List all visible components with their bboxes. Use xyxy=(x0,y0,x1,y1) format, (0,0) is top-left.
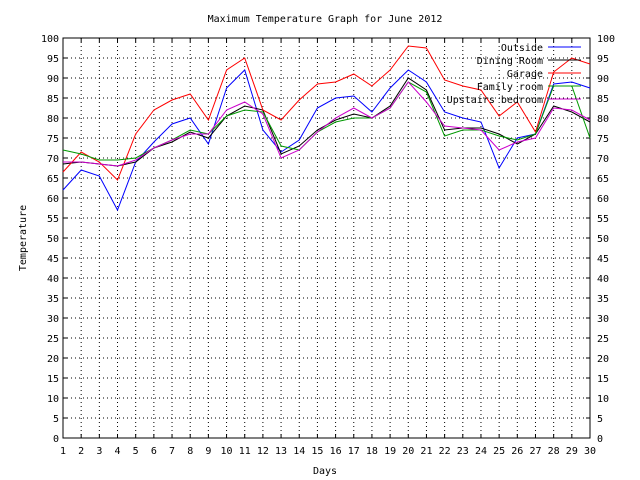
x-tick-label: 26 xyxy=(511,446,523,457)
y-tick-label-right: 40 xyxy=(597,274,609,285)
y-tick-label-left: 50 xyxy=(47,234,59,245)
y-tick-label-right: 0 xyxy=(597,434,603,445)
y-tick-label-left: 25 xyxy=(47,334,59,345)
x-tick-label: 9 xyxy=(205,446,211,457)
x-tick-label: 15 xyxy=(311,446,323,457)
y-tick-label-left: 75 xyxy=(47,134,59,145)
x-tick-label: 12 xyxy=(257,446,269,457)
series-lines xyxy=(62,45,591,212)
x-tick-label: 1 xyxy=(60,446,66,457)
y-tick-label-right: 80 xyxy=(597,114,609,125)
grid xyxy=(63,38,590,438)
y-tick-label-right: 45 xyxy=(597,254,609,265)
x-tick-label: 25 xyxy=(493,446,505,457)
y-tick-label-right: 10 xyxy=(597,394,609,405)
x-tick-label: 28 xyxy=(548,446,560,457)
y-tick-label-left: 0 xyxy=(53,434,59,445)
x-tick-label: 16 xyxy=(330,446,342,457)
y-tick-label-left: 60 xyxy=(47,194,59,205)
y-tick-label-left: 65 xyxy=(47,174,59,185)
x-tick-label: 21 xyxy=(420,446,432,457)
y-tick-label-right: 100 xyxy=(597,34,615,45)
y-tick-label-right: 50 xyxy=(597,234,609,245)
y-tick-label-left: 90 xyxy=(47,74,59,85)
y-tick-label-left: 20 xyxy=(47,354,59,365)
legend-label: Family room xyxy=(477,82,543,93)
legend-label: Upstairs bedroom xyxy=(447,95,543,106)
x-tick-label: 17 xyxy=(348,446,360,457)
x-tick-label: 4 xyxy=(115,446,121,457)
y-tick-label-right: 5 xyxy=(597,414,603,425)
series-line-outside xyxy=(62,69,591,212)
x-axis-label: Days xyxy=(313,466,337,477)
y-tick-label-left: 100 xyxy=(41,34,59,45)
x-tick-label: 30 xyxy=(584,446,596,457)
y-tick-label-right: 35 xyxy=(597,294,609,305)
series-line-garage xyxy=(62,45,591,181)
y-tick-label-right: 70 xyxy=(597,154,609,165)
x-tick-label: 24 xyxy=(475,446,487,457)
x-tick-label: 10 xyxy=(221,446,233,457)
x-tick-label: 23 xyxy=(457,446,469,457)
y-tick-label-left: 10 xyxy=(47,394,59,405)
x-tick-label: 27 xyxy=(529,446,541,457)
x-tick-label: 6 xyxy=(151,446,157,457)
x-tick-label: 3 xyxy=(96,446,102,457)
x-tick-label: 5 xyxy=(133,446,139,457)
y-tick-label-right: 25 xyxy=(597,334,609,345)
x-tick-label: 8 xyxy=(187,446,193,457)
y-tick-label-right: 30 xyxy=(597,314,609,325)
x-tick-label: 29 xyxy=(566,446,578,457)
y-tick-label-right: 90 xyxy=(597,74,609,85)
y-tick-label-right: 85 xyxy=(597,94,609,105)
x-tick-label: 11 xyxy=(239,446,251,457)
axis-ticks: 1 2 3 4 5 6 7 8 9 10 11 12 13 14 15 16 17 18 19 20 21 22 23 24 2… xyxy=(41,34,615,457)
x-tick-label: 2 xyxy=(78,446,84,457)
y-tick-label-left: 40 xyxy=(47,274,59,285)
y-tick-label-right: 60 xyxy=(597,194,609,205)
y-tick-label-right: 15 xyxy=(597,374,609,385)
y-tick-label-left: 35 xyxy=(47,294,59,305)
y-tick-label-left: 45 xyxy=(47,254,59,265)
x-tick-label: 13 xyxy=(275,446,287,457)
y-tick-label-left: 80 xyxy=(47,114,59,125)
y-tick-label-left: 5 xyxy=(53,414,59,425)
y-tick-label-left: 70 xyxy=(47,154,59,165)
chart-title: Maximum Temperature Graph for June 2012 xyxy=(208,14,443,25)
y-tick-label-left: 30 xyxy=(47,314,59,325)
legend: Outside Dining Room Garage Family room Upsta… xyxy=(447,43,581,106)
y-tick-label-left: 95 xyxy=(47,54,59,65)
legend-label: Garage xyxy=(507,69,543,80)
series-line-upstairs-bedroom xyxy=(63,81,591,167)
y-tick-label-right: 55 xyxy=(597,214,609,225)
legend-label: Outside xyxy=(501,43,543,54)
x-tick-label: 20 xyxy=(402,446,414,457)
y-tick-label-left: 85 xyxy=(47,94,59,105)
y-tick-label-left: 15 xyxy=(47,374,59,385)
y-tick-label-right: 65 xyxy=(597,174,609,185)
y-tick-label-left: 55 xyxy=(47,214,59,225)
x-tick-label: 18 xyxy=(366,446,378,457)
x-tick-label: 22 xyxy=(439,446,451,457)
legend-label: Dining Room xyxy=(477,56,543,67)
x-tick-label: 19 xyxy=(384,446,396,457)
y-tick-label-right: 20 xyxy=(597,354,609,365)
x-tick-label: 14 xyxy=(293,446,305,457)
x-tick-label: 7 xyxy=(169,446,175,457)
y-tick-label-right: 95 xyxy=(597,54,609,65)
y-tick-label-right: 75 xyxy=(597,134,609,145)
y-axis-label: Temperature xyxy=(18,205,29,271)
